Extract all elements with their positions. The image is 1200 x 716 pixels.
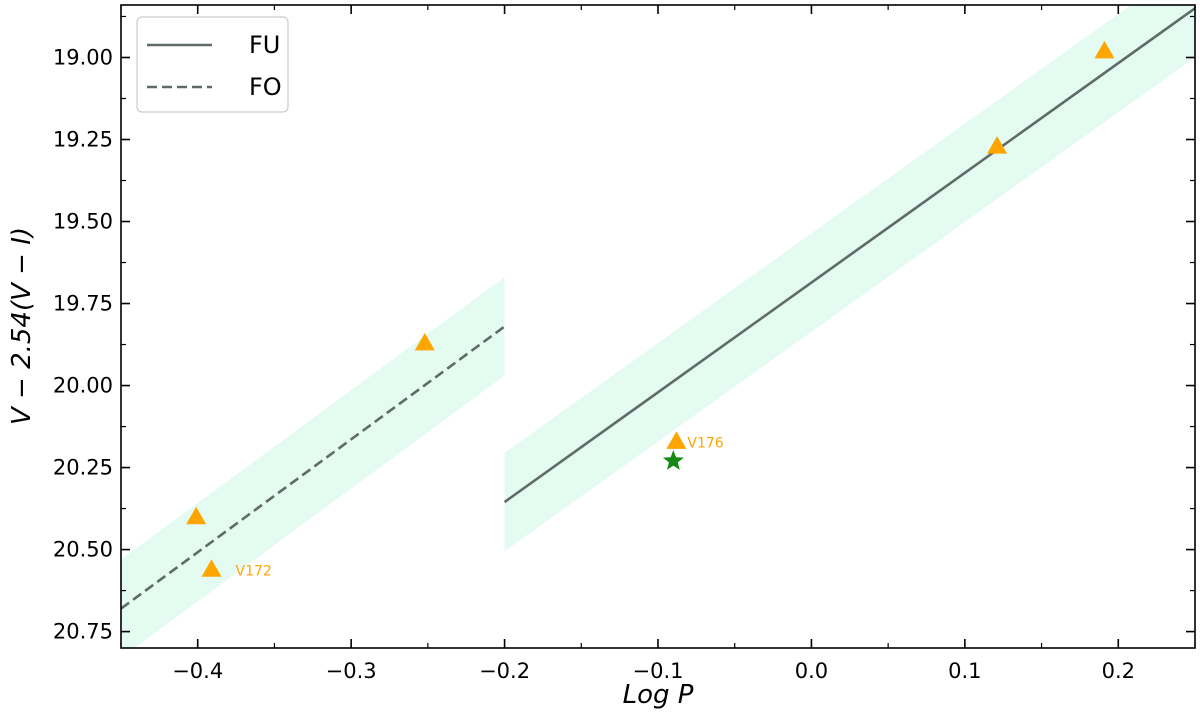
x-tick-label: 0.1 <box>948 659 981 683</box>
y-tick-label: 20.00 <box>53 374 113 398</box>
y-tick-label: 19.75 <box>53 292 113 316</box>
legend-box <box>136 16 289 113</box>
triangle-point <box>666 431 687 449</box>
x-tick-label: −0.4 <box>172 659 223 683</box>
x-tick-label: 0.0 <box>795 659 828 683</box>
triangle-point <box>186 506 207 525</box>
star-point <box>662 450 684 470</box>
annotation-layer: V172 V176 <box>236 435 724 579</box>
relation-line-fu <box>503 7 1195 504</box>
x-tick-label: −0.1 <box>633 659 684 683</box>
y-axis-title: V − 2.54(V − I) <box>7 227 37 425</box>
band-fu <box>504 5 1195 552</box>
relation-line-fo <box>121 325 506 610</box>
triangle-point <box>1094 40 1115 59</box>
y-tick-label: 20.25 <box>53 456 113 480</box>
y-tick-label: 20.75 <box>53 620 113 644</box>
band-fo <box>121 277 505 648</box>
band-layer <box>121 5 1195 648</box>
x-axis-title: Log P <box>623 680 694 710</box>
y-tick-label: 19.25 <box>53 128 113 152</box>
y-tick-label: 20.50 <box>53 538 113 562</box>
y-tick-label: 19.00 <box>53 45 113 69</box>
x-tick-label: 0.2 <box>1102 659 1135 683</box>
triangle-point <box>201 559 222 577</box>
tick-layer: −0.4 −0.3 −0.2 −0.1 0.0 0.1 0.2 19.00 19.25 19.50… <box>53 5 1196 683</box>
line-layer <box>121 7 1195 610</box>
legend-fo-label: FO <box>249 73 282 101</box>
triangle-point <box>987 136 1008 154</box>
legend-fu-label: FU <box>249 31 280 59</box>
point-layer <box>186 40 1115 577</box>
triangle-point <box>414 332 435 351</box>
legend: FU FO <box>136 16 289 113</box>
y-tick-label: 19.50 <box>53 210 113 234</box>
annotation-v176: V176 <box>687 435 723 451</box>
annotation-v172: V172 <box>236 563 272 579</box>
x-tick-label: −0.3 <box>326 659 377 683</box>
x-tick-label: −0.2 <box>479 659 530 683</box>
